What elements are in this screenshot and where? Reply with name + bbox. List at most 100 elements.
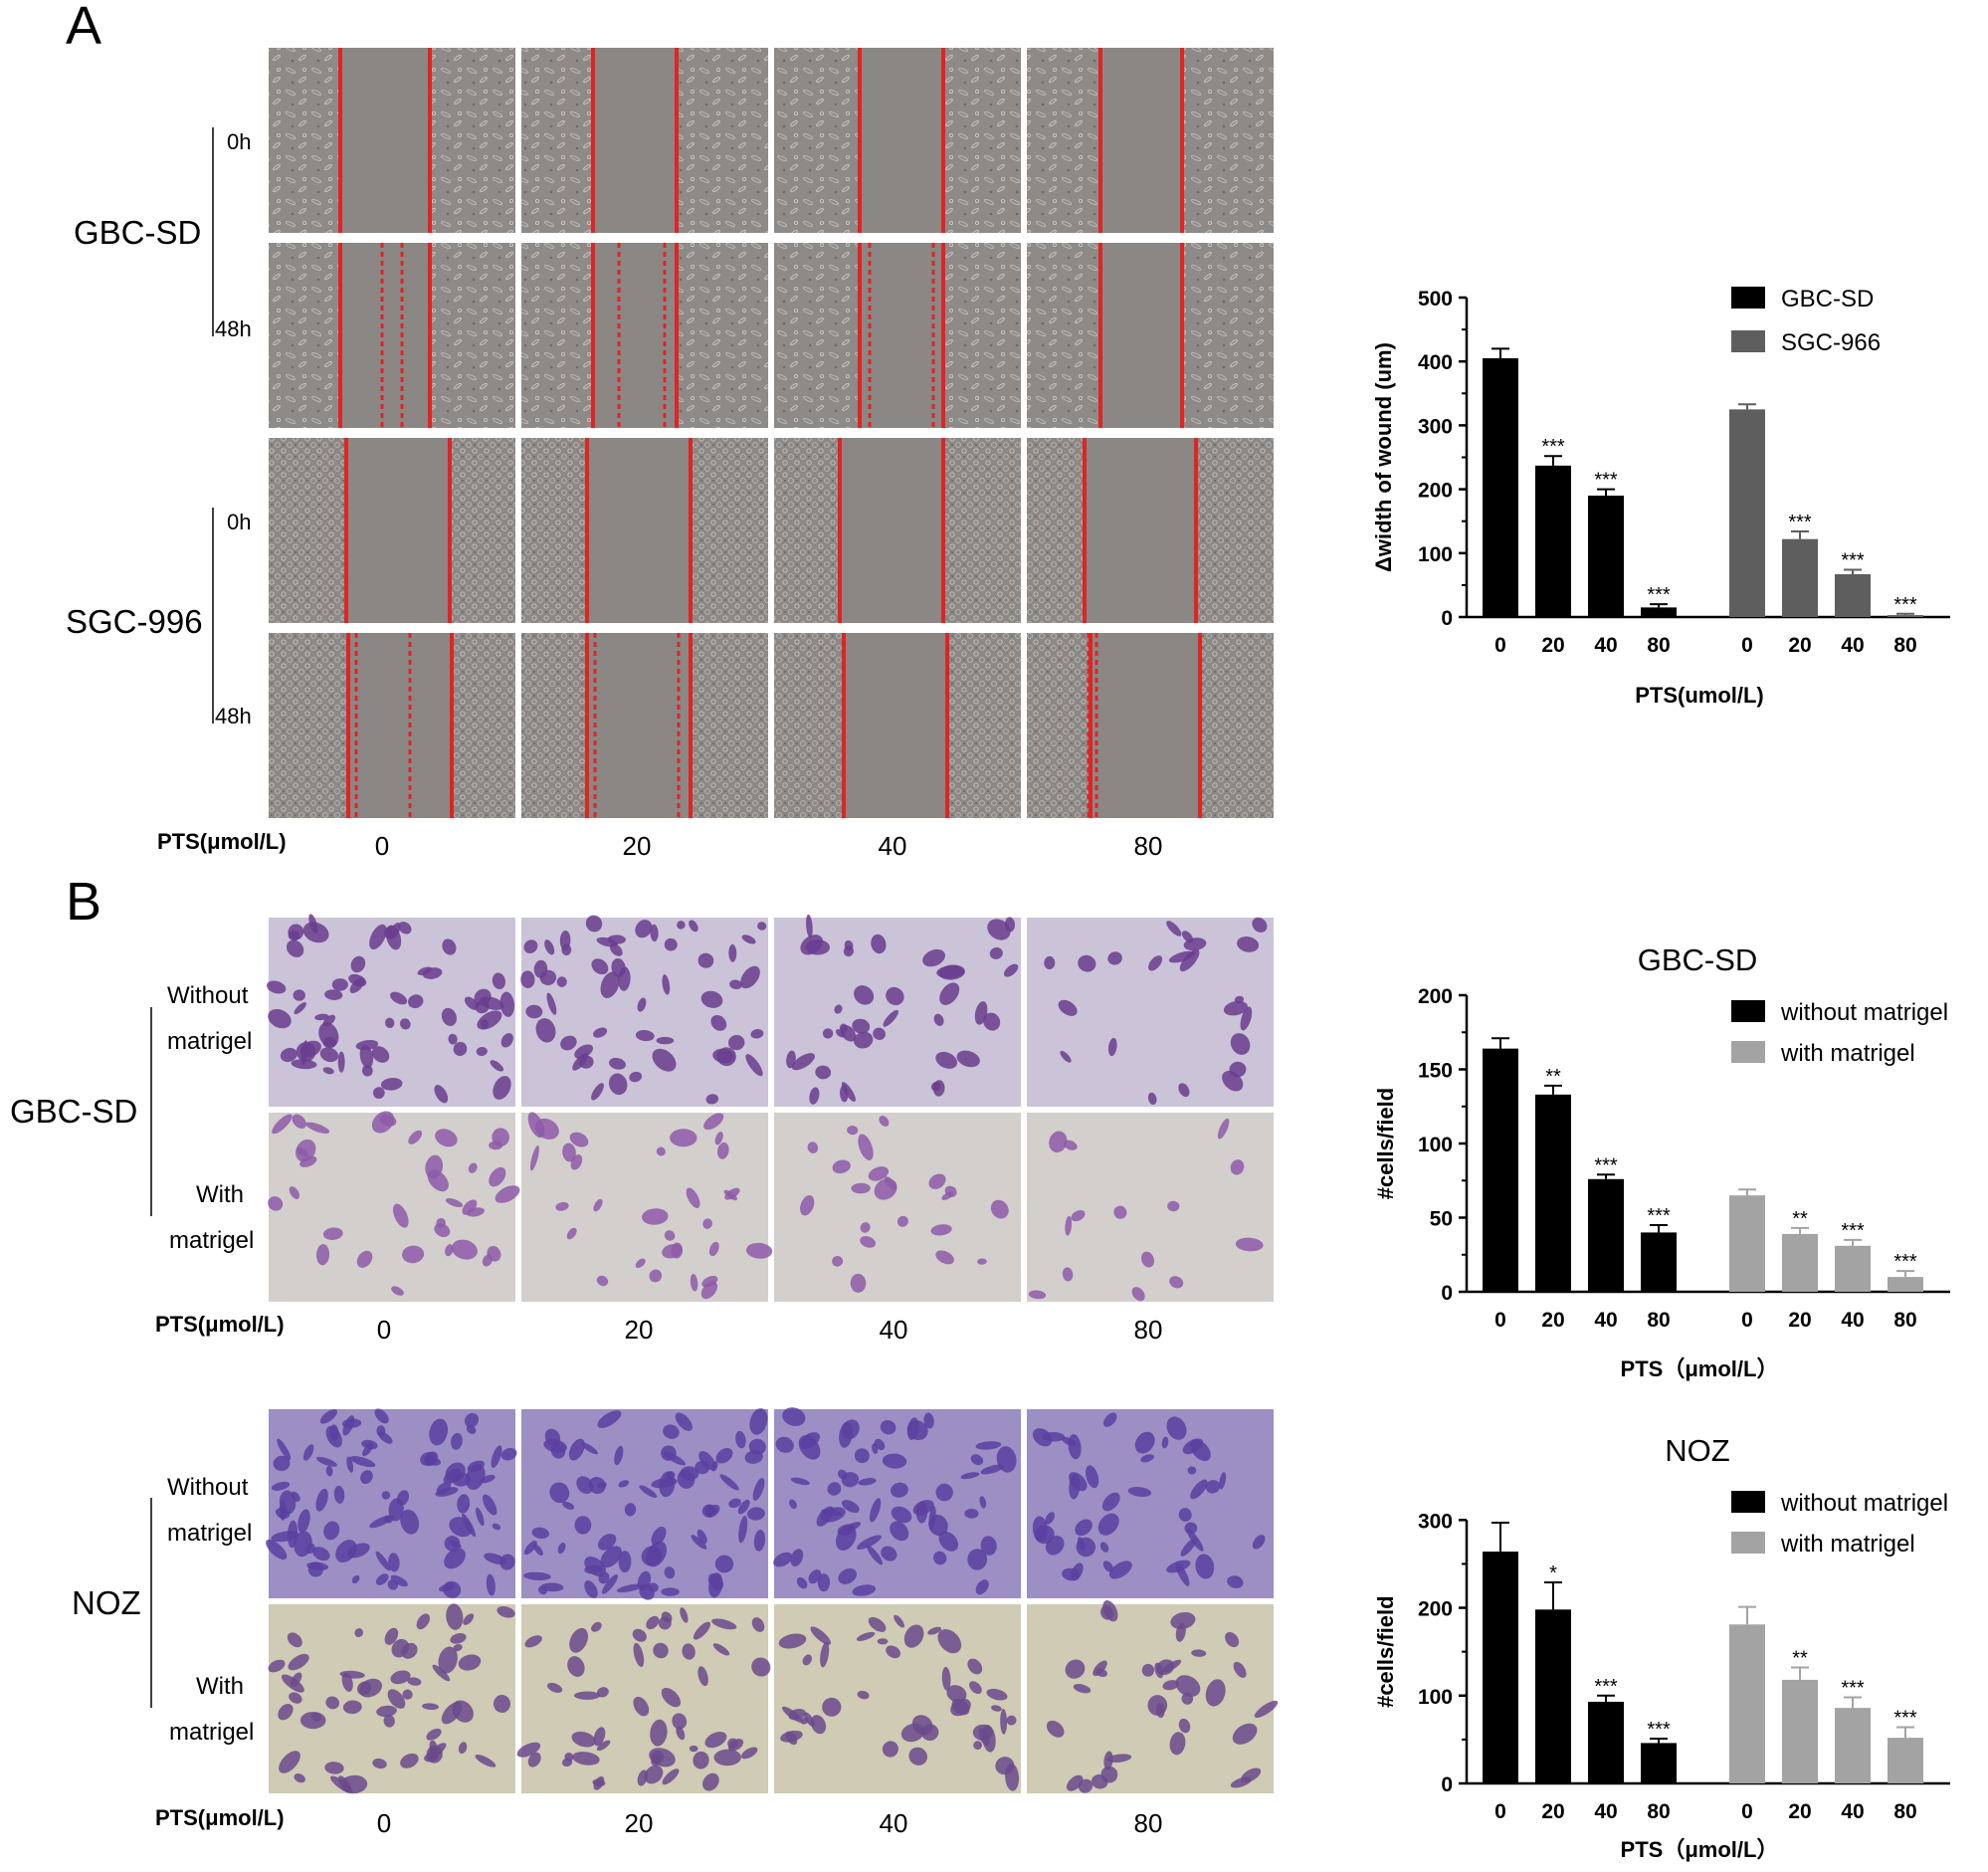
stained-cell xyxy=(922,948,945,967)
stained-cell xyxy=(559,931,571,950)
stained-cell xyxy=(928,1505,936,1530)
stained-cell xyxy=(873,1027,886,1041)
stained-cell xyxy=(790,1477,810,1486)
stained-cell xyxy=(1045,1512,1055,1525)
stained-cell xyxy=(906,1417,919,1440)
stained-cell xyxy=(641,1546,663,1566)
stained-cell xyxy=(268,1008,292,1029)
stained-cell xyxy=(806,914,813,938)
stained-cell xyxy=(574,1691,601,1700)
stained-cell xyxy=(372,1758,387,1769)
stained-cell xyxy=(319,1408,337,1424)
stained-cell xyxy=(1181,1692,1194,1705)
stained-cell xyxy=(778,1633,807,1649)
stained-cell xyxy=(946,1685,967,1703)
transwell-micrograph xyxy=(774,1604,1021,1793)
wound-micrograph xyxy=(521,438,768,623)
stained-cell xyxy=(611,957,626,977)
stained-cell xyxy=(987,919,1011,940)
stained-cell xyxy=(1232,1723,1258,1745)
stained-cell xyxy=(1003,963,1019,977)
stained-cell xyxy=(1006,1715,1017,1726)
stained-cell xyxy=(820,1641,830,1668)
stained-cell xyxy=(358,1678,383,1698)
block-label-gbc-sd: GBC-SD Without matrigel With matrigel xyxy=(10,982,254,1254)
stained-cell xyxy=(314,1013,329,1021)
y-tick-label: 200 xyxy=(1418,985,1453,1008)
wound-micrograph xyxy=(1027,438,1274,623)
significance-label: *** xyxy=(1647,584,1671,606)
x-tick-label: 40 xyxy=(1841,1800,1864,1823)
bar xyxy=(1782,538,1818,617)
stained-cell xyxy=(441,1007,457,1026)
bar xyxy=(1641,1232,1677,1292)
x-tick-label: 20 xyxy=(1788,634,1811,657)
stained-cell xyxy=(662,1768,680,1785)
stained-cell xyxy=(591,958,609,975)
significance-label: ** xyxy=(1545,1066,1561,1088)
stained-cell xyxy=(489,1166,506,1187)
stained-cell xyxy=(964,1508,979,1519)
x-axis-label: PTS(umol/L) xyxy=(1635,683,1764,708)
stained-cell xyxy=(834,1004,843,1014)
stained-cell xyxy=(860,1236,876,1248)
stained-cell xyxy=(932,1080,945,1097)
stained-cell xyxy=(1065,1215,1073,1236)
stained-cell xyxy=(1230,1159,1245,1175)
stained-cell xyxy=(339,1670,365,1679)
stained-cell xyxy=(591,1621,602,1632)
stained-cell xyxy=(1045,1536,1065,1556)
stained-cell xyxy=(396,1490,410,1506)
stained-cell xyxy=(266,1539,288,1560)
stained-cell xyxy=(703,1113,724,1131)
stained-cell xyxy=(835,1029,846,1038)
stained-cell xyxy=(663,1424,680,1439)
x-tick-label: 20 xyxy=(1788,1309,1811,1332)
stained-cell xyxy=(877,1638,889,1645)
stained-cell xyxy=(1167,1200,1180,1212)
stained-cell xyxy=(493,1695,511,1713)
stained-cell xyxy=(937,1628,962,1654)
stained-cell xyxy=(531,1527,550,1540)
legend-swatch xyxy=(1731,287,1765,309)
x-tick-label: 0 xyxy=(1494,634,1506,657)
stained-cell xyxy=(574,1516,592,1535)
stained-cell xyxy=(480,1474,496,1484)
stained-cell xyxy=(935,1483,953,1502)
wound-micrograph xyxy=(774,48,1021,233)
stained-cell xyxy=(975,1579,989,1595)
stained-cell xyxy=(444,1548,466,1569)
legend-swatch xyxy=(1731,1041,1765,1063)
stained-cell xyxy=(294,1002,306,1015)
stained-cell xyxy=(1225,1631,1240,1648)
stained-cell xyxy=(1099,1542,1109,1553)
bar xyxy=(1535,1094,1571,1292)
stained-cell xyxy=(700,990,723,1008)
y-tick-label: 0 xyxy=(1441,607,1453,630)
stained-cell xyxy=(557,1542,566,1555)
stained-cell xyxy=(281,1674,304,1693)
stained-cell xyxy=(272,1114,293,1135)
stained-cell xyxy=(624,1503,637,1517)
transwell-micrograph xyxy=(521,1408,768,1600)
stained-cell xyxy=(980,1536,997,1556)
stained-cell xyxy=(391,1286,404,1296)
stained-cell xyxy=(296,1042,316,1062)
stained-cell xyxy=(379,1114,397,1127)
panel-a-wound-healing: A GBC-SD 0h 48h SGC-996 0h 48h PTS(μmol/… xyxy=(66,0,1274,861)
stained-cell xyxy=(487,1245,501,1262)
stained-cell xyxy=(549,1482,570,1504)
stained-cell xyxy=(702,1218,712,1229)
legend-item: without matrigel xyxy=(1731,999,1948,1026)
stained-cell xyxy=(936,965,964,979)
stained-cell xyxy=(279,1490,297,1515)
svg-text:0: 0 xyxy=(377,1315,391,1345)
stained-cell xyxy=(710,1015,727,1031)
stained-cell xyxy=(371,1046,390,1063)
stained-cell xyxy=(648,1582,659,1592)
stained-cell xyxy=(891,1506,912,1524)
stained-cell xyxy=(867,1545,884,1565)
chart-gbc-sd-transwell: 050100150200#cells/fieldGBC-SD0**20***40… xyxy=(1373,942,1950,1381)
stained-cell xyxy=(451,1239,478,1260)
bar xyxy=(1835,1708,1871,1783)
